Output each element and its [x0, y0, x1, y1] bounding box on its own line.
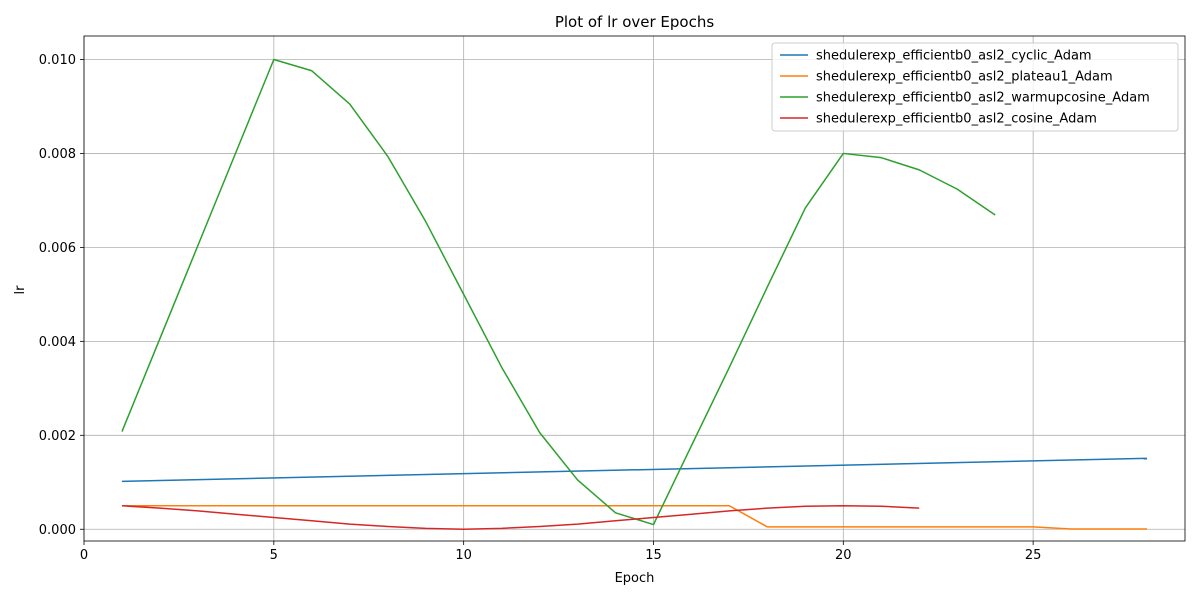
- y-tick-label: 0.006: [39, 241, 76, 256]
- y-tick-label: 0.010: [39, 53, 76, 68]
- y-axis-label: lr: [13, 285, 28, 295]
- y-tick-label: 0.002: [39, 429, 76, 444]
- x-tick-label: 0: [80, 548, 88, 563]
- x-tick-label: 15: [645, 548, 662, 563]
- y-tick-label: 0.000: [39, 523, 76, 538]
- series-line-3: [121, 505, 920, 531]
- legend-label-0: shedulerexp_efficientb0_asl2_cyclic_Adam: [816, 49, 1092, 64]
- legend-label-1: shedulerexp_efficientb0_asl2_plateau1_Ad…: [816, 70, 1113, 85]
- x-tick-label: 25: [1025, 548, 1042, 563]
- axes-frame: [83, 35, 1186, 542]
- chart-title: Plot of lr over Epochs: [555, 13, 715, 31]
- series-line-2: [121, 58, 996, 526]
- legend-label-2: shedulerexp_efficientb0_asl2_warmupcosin…: [816, 91, 1150, 106]
- legend: shedulerexp_efficientb0_asl2_cyclic_Adam…: [771, 42, 1179, 132]
- legend-label-3: shedulerexp_efficientb0_asl2_cosine_Adam: [816, 112, 1097, 127]
- x-tick-label: 20: [835, 548, 852, 563]
- series-line-1: [121, 505, 1148, 530]
- series-line-0: [121, 457, 1148, 483]
- y-tick-label: 0.004: [39, 335, 76, 350]
- x-tick-label: 10: [455, 548, 472, 563]
- y-tick-label: 0.008: [39, 147, 76, 162]
- x-axis-label: Epoch: [615, 571, 655, 586]
- x-tick-label: 5: [270, 548, 278, 563]
- legend-box: [771, 42, 1179, 132]
